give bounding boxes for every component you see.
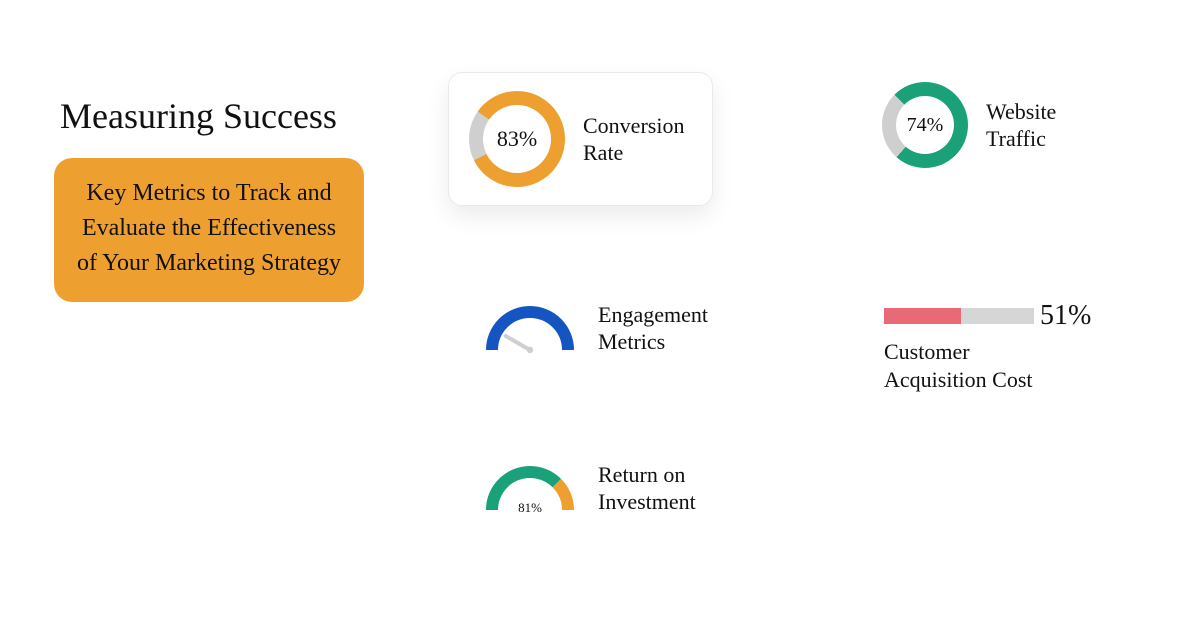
gauge-chart-roi: 81%	[480, 460, 580, 516]
metric-card-conversion-rate: 83% ConversionRate	[448, 72, 713, 206]
metric-label: CustomerAcquisition Cost	[884, 338, 1091, 393]
metric-label: EngagementMetrics	[598, 301, 708, 356]
metric-label: WebsiteTraffic	[986, 98, 1056, 153]
donut-chart-conversion: 83%	[469, 91, 565, 187]
progress-bar-cac	[884, 308, 1034, 324]
gauge-value: 81%	[480, 500, 580, 516]
metric-card-cac: 51% CustomerAcquisition Cost	[884, 300, 1091, 393]
metric-card-engagement: EngagementMetrics	[480, 300, 708, 356]
gauge-chart-engagement	[480, 300, 580, 356]
progress-value: 51%	[1040, 300, 1091, 332]
page-title: Measuring Success	[60, 95, 337, 137]
donut-value: 83%	[469, 91, 565, 187]
metric-card-roi: 81% Return onInvestment	[480, 460, 696, 516]
subtitle-highlight: Key Metrics to Track and Evaluate the Ef…	[54, 158, 364, 302]
donut-value: 74%	[882, 82, 968, 168]
donut-chart-traffic: 74%	[882, 82, 968, 168]
metric-card-website-traffic: 74% WebsiteTraffic	[882, 82, 1056, 168]
metric-label: ConversionRate	[583, 112, 684, 167]
metric-label: Return onInvestment	[598, 461, 696, 516]
